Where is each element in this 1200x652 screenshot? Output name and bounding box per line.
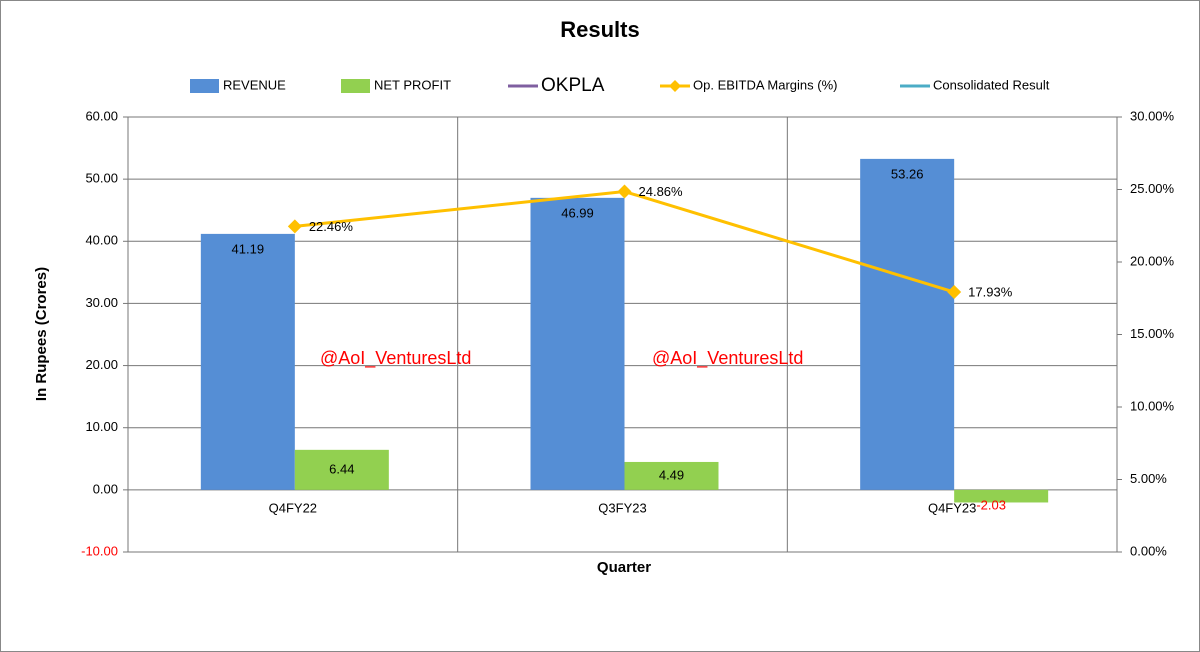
line-marker	[287, 219, 302, 234]
chart-title: Results	[560, 17, 639, 42]
bar	[200, 233, 295, 490]
legend-label: Consolidated Result	[933, 77, 1050, 92]
y-tick-label: 30.00	[85, 295, 118, 310]
y2-tick-label: 5.00%	[1130, 471, 1167, 486]
y2-tick-label: 15.00%	[1130, 326, 1175, 341]
y-tick-label: -10.00	[81, 543, 118, 558]
legend-swatch	[190, 79, 219, 93]
y-axis-label: In Rupees (Crores)	[33, 267, 50, 401]
legend-marker	[669, 80, 681, 92]
data-label: 46.99	[561, 205, 594, 220]
y2-tick-label: 20.00%	[1130, 253, 1175, 268]
bar	[530, 197, 625, 490]
data-label: 53.26	[891, 166, 924, 181]
data-label: 41.19	[232, 241, 265, 256]
bar	[294, 449, 389, 490]
legend-label: Op. EBITDA Margins (%)	[693, 77, 837, 92]
bar	[954, 489, 1049, 503]
annotation: @AoI_VenturesLtd	[320, 348, 471, 369]
y-tick-label: 40.00	[85, 233, 118, 248]
data-label: 22.46%	[309, 219, 354, 234]
y-tick-label: 10.00	[85, 419, 118, 434]
x-tick-label: Q4FY22	[269, 500, 317, 515]
y-tick-label: 50.00	[85, 171, 118, 186]
x-tick-label: Q3FY23	[598, 500, 646, 515]
data-label: -2.03	[976, 497, 1006, 512]
y2-tick-label: 25.00%	[1130, 181, 1175, 196]
y2-tick-label: 10.00%	[1130, 398, 1175, 413]
x-tick-label: Q4FY23	[928, 500, 976, 515]
y-tick-label: 60.00	[85, 108, 118, 123]
annotation: @AoI_VenturesLtd	[652, 348, 803, 369]
y-tick-label: 20.00	[85, 357, 118, 372]
y2-tick-label: 30.00%	[1130, 108, 1175, 123]
legend-label: NET PROFIT	[374, 77, 451, 92]
y2-tick-label: 0.00%	[1130, 543, 1167, 558]
bar	[860, 158, 955, 490]
legend-label: REVENUE	[223, 77, 286, 92]
data-label: 6.44	[329, 461, 354, 476]
x-axis-label: Quarter	[597, 559, 651, 576]
legend-swatch	[341, 79, 370, 93]
line-marker	[947, 285, 962, 300]
line-marker	[617, 184, 632, 199]
y-tick-label: 0.00	[93, 481, 118, 496]
legend-label: OKPLA	[541, 75, 605, 96]
bar	[624, 461, 719, 490]
data-label: 17.93%	[968, 284, 1013, 299]
data-label: 4.49	[659, 467, 684, 482]
data-label: 24.86%	[639, 184, 684, 199]
